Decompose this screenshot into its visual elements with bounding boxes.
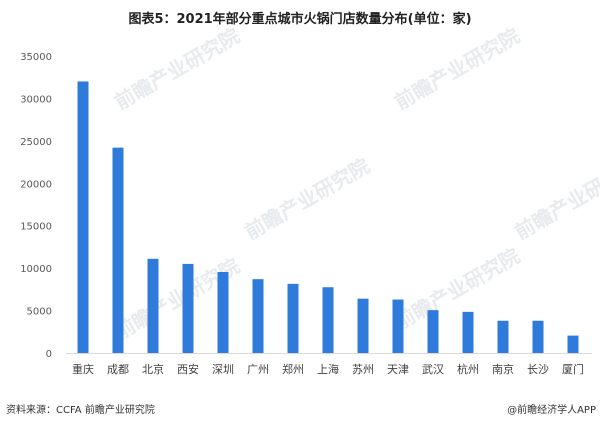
x-tick-label: 天津: [387, 363, 409, 376]
bar-西安: [182, 263, 194, 353]
y-tick-label: 10000: [20, 264, 52, 275]
x-tick-label: 厦门: [562, 362, 584, 376]
x-tick-label: 成都: [107, 363, 129, 376]
x-tick-label: 南京: [492, 362, 514, 376]
watermark: 前瞻产业研究院: [511, 154, 600, 245]
bar-成都: [112, 147, 124, 353]
bar-上海: [322, 287, 334, 353]
watermark: 前瞻产业研究院: [111, 24, 244, 115]
y-tick-label: 0: [46, 349, 52, 360]
source-note: 资料来源：CCFA 前瞻产业研究院: [6, 405, 155, 416]
x-tick-label: 深圳: [212, 363, 234, 376]
bar-南京: [497, 320, 509, 353]
bar-深圳: [217, 271, 229, 353]
watermark: 前瞻产业研究院: [241, 154, 374, 245]
watermark: 前瞻产业研究院: [391, 244, 524, 335]
y-tick-label: 25000: [20, 137, 52, 148]
x-tick-label: 北京: [142, 362, 164, 376]
bar-厦门: [567, 335, 579, 353]
credit-note: @前瞻经济学人APP: [507, 405, 596, 416]
bar-长沙: [532, 320, 544, 353]
chart-title: 图表5：2021年部分重点城市火锅门店数量分布(单位：家): [128, 12, 472, 27]
bar-广州: [252, 279, 264, 353]
x-tick-label: 苏州: [352, 363, 374, 376]
x-tick-label: 重庆: [72, 362, 94, 376]
x-tick-label: 上海: [317, 362, 339, 376]
y-tick-label: 35000: [20, 52, 52, 63]
x-tick-label: 西安: [177, 362, 199, 376]
y-tick-label: 5000: [27, 307, 52, 318]
bar-北京: [147, 258, 159, 353]
y-tick-label: 15000: [20, 222, 52, 233]
x-tick-label: 武汉: [422, 363, 444, 376]
bar-苏州: [357, 298, 369, 353]
bar-郑州: [287, 283, 299, 353]
bar-杭州: [462, 311, 474, 353]
x-tick-label: 郑州: [282, 362, 304, 376]
y-tick-label: 20000: [20, 179, 52, 190]
x-tick-label: 长沙: [527, 363, 549, 376]
bar-重庆: [77, 81, 89, 353]
watermark: 前瞻产业研究院: [391, 24, 524, 115]
x-tick-label: 广州: [247, 363, 269, 376]
bar-天津: [392, 299, 404, 353]
bar-武汉: [427, 310, 439, 353]
x-tick-label: 杭州: [457, 362, 479, 376]
y-tick-label: 30000: [20, 94, 52, 105]
